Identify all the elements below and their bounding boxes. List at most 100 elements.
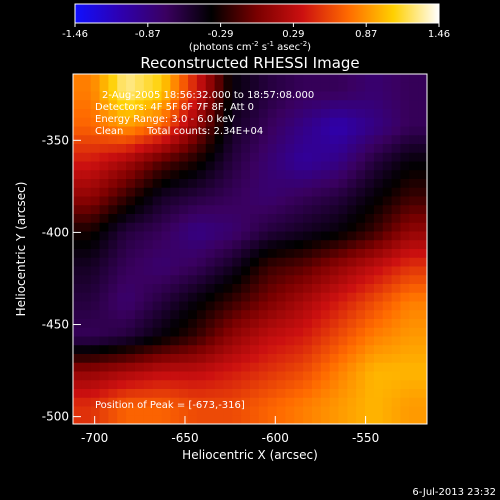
heatmap-cell (117, 292, 127, 303)
heatmap-cell (365, 74, 375, 84)
heatmap-cell (303, 82, 313, 93)
heatmap-cell (329, 327, 340, 338)
heatmap-cell (205, 345, 216, 355)
heatmap-cell (73, 170, 83, 180)
heatmap-cell (214, 301, 225, 311)
heatmap-cell (320, 135, 331, 145)
heatmap-cell (223, 187, 233, 198)
heatmap-cell (161, 231, 171, 241)
heatmap-cell (382, 214, 393, 224)
heatmap-cell (179, 100, 189, 110)
x-tick-label: -650 (171, 431, 198, 445)
heatmap-cell (223, 354, 233, 364)
heatmap-cell (267, 117, 278, 128)
heatmap-cell (188, 205, 198, 215)
heatmap-cell (391, 301, 402, 311)
heatmap-cell (329, 170, 340, 180)
heatmap-cell (311, 389, 322, 399)
heatmap-cell (258, 327, 269, 338)
heatmap-cell (365, 345, 375, 355)
heatmap-cell (232, 275, 242, 285)
heatmap-cell (365, 161, 375, 171)
heatmap-cell (258, 362, 269, 373)
heatmap-cell (170, 389, 180, 399)
heatmap-cell (117, 397, 127, 408)
heatmap-cell (90, 397, 101, 408)
heatmap-cell (134, 319, 145, 329)
heatmap-cell (400, 91, 410, 101)
heatmap-cell (409, 284, 419, 294)
heatmap-cell (294, 406, 304, 416)
heatmap-cell (338, 231, 348, 241)
heatmap-cell (73, 345, 83, 355)
heatmap-cell (347, 249, 357, 259)
heatmap-cell (338, 91, 348, 101)
heatmap-cell (196, 362, 207, 373)
heatmap-cell (223, 214, 233, 224)
heatmap-cell (391, 231, 402, 241)
heatmap-cell (134, 231, 145, 241)
heatmap-cell (81, 82, 92, 93)
y-tick-label: -450 (42, 318, 69, 332)
heatmap-cell (356, 117, 366, 128)
heatmap-cell (152, 371, 163, 381)
heatmap-cell (241, 82, 251, 93)
heatmap-cell (117, 284, 127, 294)
heatmap-cell (373, 257, 384, 268)
heatmap-cell (285, 222, 295, 233)
heatmap-cell (267, 249, 278, 259)
heatmap-cell (134, 275, 145, 285)
heatmap-cell (356, 389, 366, 399)
heatmap-cell (73, 91, 83, 101)
heatmap-cell (214, 187, 225, 198)
heatmap-cell (170, 144, 180, 154)
heatmap-cell (400, 301, 410, 311)
heatmap-cell (152, 152, 163, 163)
heatmap-cell (241, 100, 251, 110)
heatmap-cell (81, 161, 92, 171)
heatmap-cell (356, 380, 366, 390)
heatmap-cell (134, 345, 145, 355)
heatmap-cell (391, 397, 402, 408)
heatmap-cell (320, 354, 331, 364)
heatmap-cell (400, 336, 410, 346)
heatmap-cell (338, 371, 348, 381)
heatmap-cell (188, 135, 198, 145)
heatmap-cell (418, 301, 427, 311)
heatmap-cell (267, 389, 278, 399)
heatmap-cell (134, 397, 145, 408)
heatmap-cell (356, 406, 366, 416)
heatmap-cell (152, 100, 163, 110)
heatmap-cell (214, 354, 225, 364)
heatmap-cell (338, 354, 348, 364)
heatmap-cell (73, 109, 83, 119)
heatmap-cell (267, 205, 278, 215)
heatmap-cell (241, 336, 251, 346)
heatmap-cell (409, 362, 419, 373)
heatmap-cell (373, 222, 384, 233)
heatmap-cell (170, 91, 180, 101)
heatmap-cell (258, 91, 269, 101)
heatmap-cell (196, 214, 207, 224)
heatmap-cell (303, 310, 313, 320)
heatmap-cell (294, 266, 304, 276)
heatmap-cell (179, 144, 189, 154)
heatmap-cell (188, 196, 198, 206)
heatmap-cell (409, 170, 419, 180)
heatmap-cell (391, 266, 402, 276)
heatmap-cell (320, 345, 331, 355)
heatmap-cell (223, 371, 233, 381)
heatmap-cell (99, 257, 109, 268)
heatmap-cell (143, 222, 154, 233)
heatmap-cell (143, 319, 154, 329)
heatmap-cell (365, 266, 375, 276)
heatmap-cell (205, 327, 216, 338)
heatmap-cell (143, 310, 154, 320)
heatmap-cell (356, 91, 366, 101)
heatmap-cell (391, 152, 402, 163)
heatmap-cell (409, 187, 419, 198)
heatmap-cell (214, 310, 225, 320)
heatmap-cell (179, 179, 189, 189)
heatmap-cell (214, 222, 225, 233)
heatmap-cell (373, 126, 384, 136)
